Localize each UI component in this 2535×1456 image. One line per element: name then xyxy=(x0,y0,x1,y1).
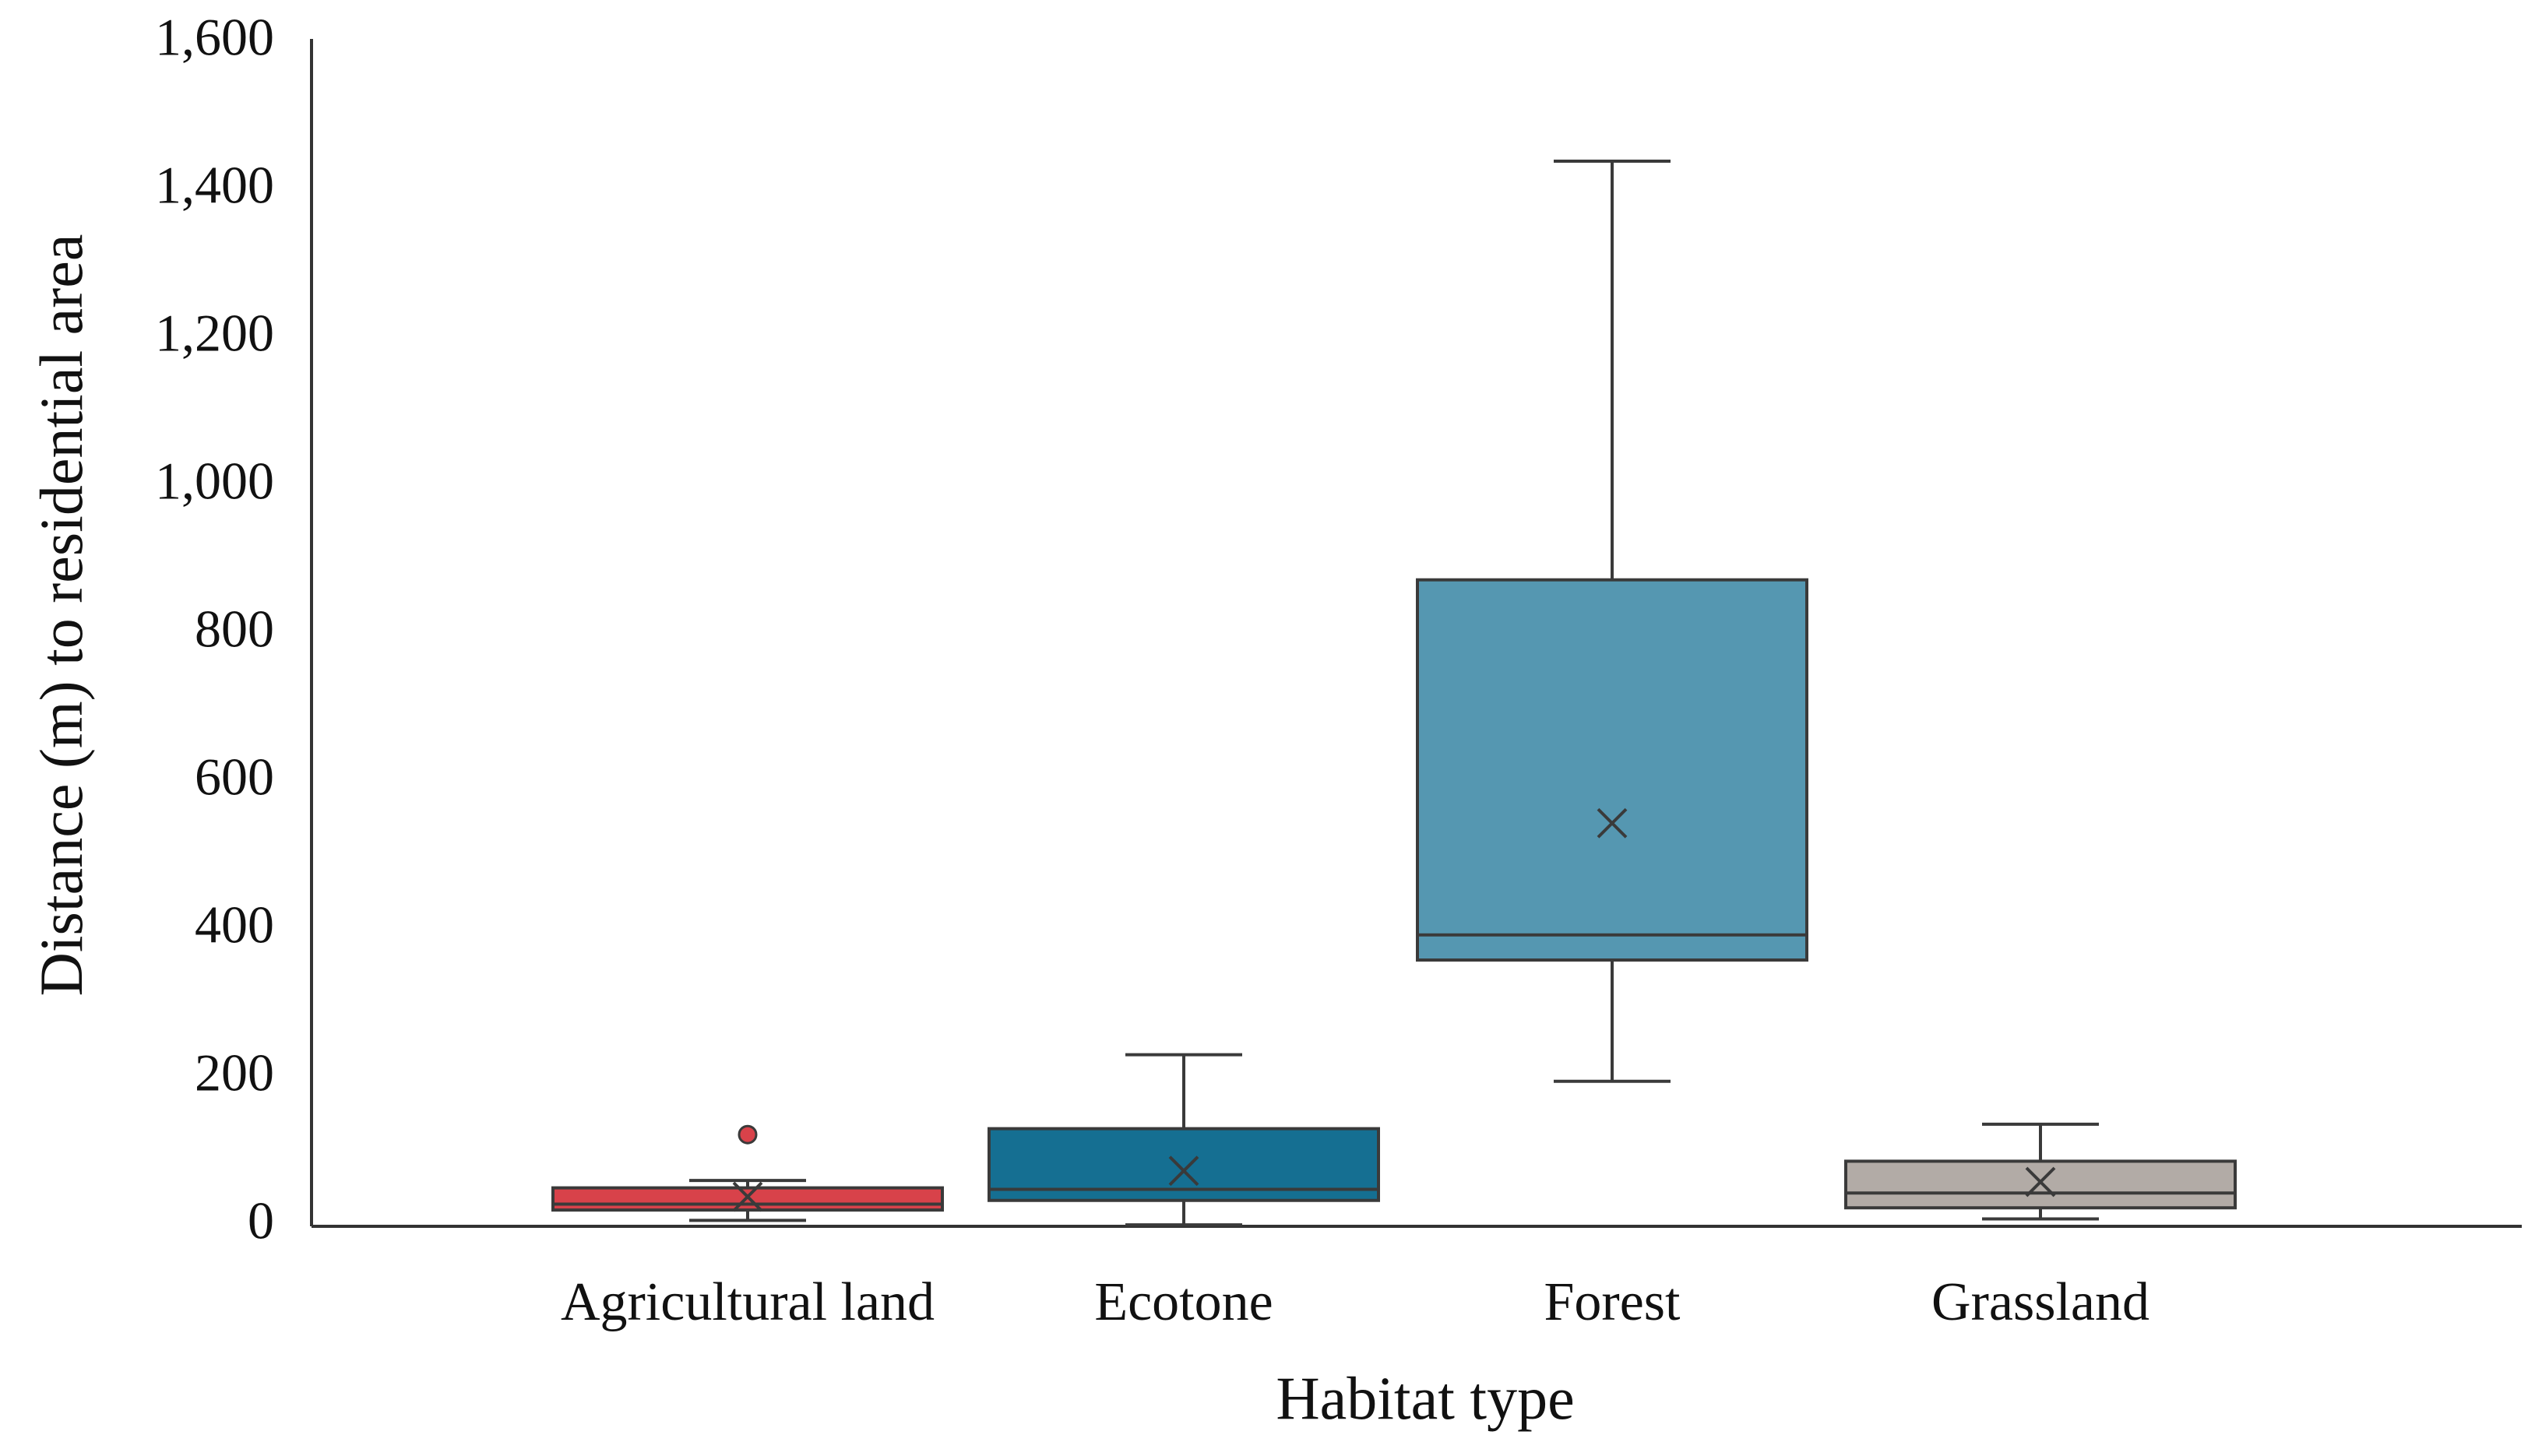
box-iqr xyxy=(551,1186,944,1212)
box-group xyxy=(1844,1122,2237,1221)
box-group xyxy=(1416,160,1808,1083)
mean-marker xyxy=(2025,1166,2056,1198)
x-category-label: Agricultural land xyxy=(561,1272,935,1332)
box-series xyxy=(551,160,2237,1227)
x-axis: Agricultural land Ecotone Forest Grassland xyxy=(312,1225,2522,1332)
y-axis-title: Distance (m) to residential area xyxy=(27,234,95,997)
box-group xyxy=(988,1053,1380,1227)
mean-marker xyxy=(732,1181,763,1212)
y-tick-labels: 0 200 400 600 800 1,000 1,200 1,400 1,600 xyxy=(155,8,274,1250)
y-tick-label: 800 xyxy=(195,600,274,659)
x-axis-title: Habitat type xyxy=(1276,1364,1574,1432)
x-category-label: Ecotone xyxy=(1094,1272,1273,1332)
y-tick-label: 600 xyxy=(195,747,274,807)
outlier-point xyxy=(738,1124,758,1145)
y-tick-label: 0 xyxy=(248,1191,274,1250)
mean-marker xyxy=(1168,1155,1199,1187)
y-tick-label: 200 xyxy=(195,1043,274,1103)
y-tick-label: 1,200 xyxy=(155,304,274,363)
y-axis: 0 200 400 600 800 1,000 1,200 1,400 1,600 xyxy=(155,8,313,1250)
y-tick-label: 1,400 xyxy=(155,156,274,215)
x-category-label: Grassland xyxy=(1931,1272,2149,1332)
box-iqr xyxy=(1844,1159,2237,1210)
y-tick-label: 1,000 xyxy=(155,452,274,511)
x-category-label: Forest xyxy=(1544,1272,1681,1332)
y-tick-label: 1,600 xyxy=(155,8,274,67)
mean-marker xyxy=(1597,807,1628,839)
y-tick-label: 400 xyxy=(195,895,274,955)
x-category-labels: Agricultural land Ecotone Forest Grassland xyxy=(561,1272,2149,1332)
box-group xyxy=(551,1124,944,1222)
box-iqr xyxy=(1416,578,1808,962)
